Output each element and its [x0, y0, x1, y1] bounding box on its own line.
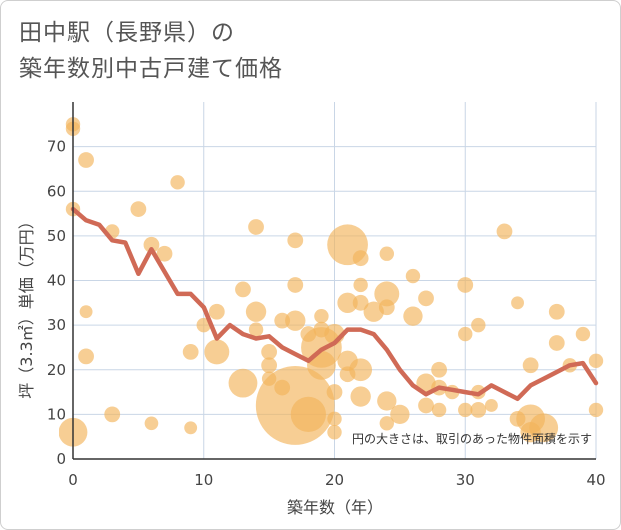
trend-line — [70, 206, 599, 402]
bubble-point-87 — [588, 402, 604, 418]
bubble-point-69 — [458, 326, 473, 342]
x-tick-label-1: 10 — [194, 471, 213, 489]
bubble-point-61 — [418, 290, 434, 307]
bubble-point-44 — [337, 292, 358, 313]
bubble-point-21 — [248, 219, 264, 235]
y-tick-label-5: 50 — [47, 227, 66, 245]
bubble-point-81 — [529, 413, 559, 443]
bubble-point-57 — [379, 416, 394, 431]
bubble-point-75 — [496, 223, 513, 240]
axes — [72, 102, 596, 460]
y-tick-label-7: 70 — [47, 138, 66, 156]
bubble-point-4 — [78, 152, 94, 168]
bubble-point-64 — [431, 361, 447, 378]
bubble-point-15 — [184, 421, 198, 435]
annotation-note: 円の大きさは、取引のあった物件面積を示す — [352, 431, 592, 446]
y-tick-label-6: 60 — [47, 182, 66, 200]
bubble-point-73 — [470, 402, 487, 418]
bubble-point-58 — [390, 404, 410, 425]
bubble-point-6 — [78, 348, 94, 365]
bubble-point-76 — [511, 296, 524, 310]
bubble-point-48 — [353, 277, 368, 293]
bubble-point-35 — [314, 309, 329, 324]
bubble-point-8 — [104, 406, 121, 423]
bubble-point-60 — [403, 306, 423, 326]
bubble-point-52 — [363, 301, 384, 322]
bubble-point-18 — [204, 339, 230, 365]
y-axis-label: 坪（3.3㎡）単価（万円） — [17, 213, 36, 398]
bubble-point-38 — [307, 350, 336, 380]
x-tick-label-4: 40 — [586, 471, 605, 489]
chart-title-line-2: 築年数別中古戸建て価格 — [19, 56, 283, 82]
bubble-point-13 — [170, 175, 185, 190]
bubble-point-86 — [588, 353, 604, 369]
bubble-point-74 — [484, 399, 498, 412]
bubble-point-78 — [522, 357, 539, 374]
x-tick-label-0: 0 — [68, 471, 78, 489]
bubble-point-23 — [248, 322, 264, 337]
bubble-point-56 — [377, 391, 397, 411]
bubble-point-50 — [349, 358, 373, 382]
bubble-point-9 — [130, 201, 147, 217]
bubble-point-20 — [228, 368, 258, 398]
y-tick-label-4: 40 — [47, 272, 66, 290]
tick-labels: 0 10 20 30 40 0 10 20 30 40 50 60 70 — [47, 138, 606, 489]
bubble-point-29 — [287, 232, 304, 249]
chart-title-line-1: 田中駅（長野県）の — [19, 20, 235, 46]
bubble-point-41 — [327, 411, 342, 427]
bubble-point-59 — [405, 268, 421, 284]
bubble-point-25 — [261, 357, 278, 374]
x-tick-label-3: 30 — [456, 471, 475, 489]
bubble-point-71 — [471, 317, 486, 333]
bubble-point-5 — [79, 305, 93, 319]
bubble-point-68 — [457, 277, 474, 293]
x-tick-label-2: 20 — [325, 471, 344, 489]
bubble-point-10 — [143, 236, 160, 253]
bubble-point-54 — [374, 281, 400, 307]
y-tick-label-1: 10 — [47, 405, 66, 423]
bubble-point-31 — [285, 310, 306, 331]
bubble-point-34 — [290, 396, 326, 433]
y-tick-label-2: 20 — [47, 361, 66, 379]
bubble-point-11 — [144, 416, 159, 431]
x-axis-label: 築年数（年） — [287, 498, 383, 517]
bubble-point-12 — [156, 245, 173, 262]
bubble-point-53 — [379, 246, 394, 261]
bubble-point-82 — [548, 303, 565, 320]
bubble-point-55 — [378, 299, 395, 316]
bubble-point-49 — [352, 294, 369, 311]
bubble-point-83 — [548, 335, 565, 351]
y-tick-label-3: 30 — [47, 316, 66, 334]
bubble-point-47 — [352, 250, 369, 267]
bubble-point-42 — [327, 425, 342, 440]
bubble-point-17 — [208, 303, 225, 320]
bubble-point-24 — [261, 344, 278, 360]
bubble-point-22 — [245, 301, 267, 322]
y-tick-label-0: 0 — [56, 450, 66, 468]
bubble-point-85 — [575, 326, 591, 342]
bubble-point-66 — [431, 402, 447, 418]
bubble-point-40 — [326, 384, 343, 400]
bubble-point-70 — [458, 402, 473, 418]
bubble-point-19 — [235, 281, 251, 298]
bubble-point-30 — [287, 277, 304, 293]
bubble-point-63 — [418, 397, 434, 414]
bubble-point-51 — [350, 386, 371, 407]
trend-line-group — [70, 206, 599, 402]
bubble-point-14 — [182, 344, 199, 360]
chart-title: 田中駅（長野県）の 築年数別中古戸建て価格 — [19, 15, 283, 87]
bubble-point-62 — [416, 373, 436, 393]
